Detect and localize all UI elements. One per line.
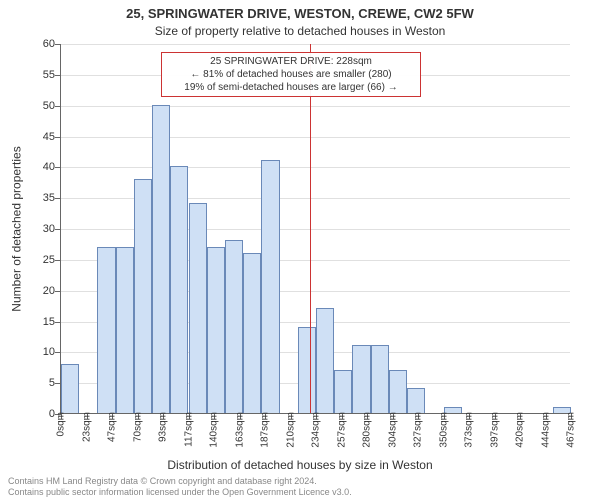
y-axis-label: Number of detached properties (10, 44, 24, 414)
x-axis-label: Distribution of detached houses by size … (0, 458, 600, 472)
histogram-bar (261, 160, 279, 413)
y-tick-label: 60 (27, 38, 55, 50)
chart-title: 25, SPRINGWATER DRIVE, WESTON, CREWE, CW… (0, 6, 600, 21)
annotation-line: 19% of semi-detached houses are larger (… (166, 81, 416, 94)
histogram-bar (225, 240, 243, 413)
y-tick (55, 291, 61, 292)
histogram-bar (61, 364, 79, 413)
histogram-bar (152, 105, 170, 413)
x-tick-label: 280sqm (362, 412, 373, 448)
gridline (61, 137, 570, 138)
annotation-box: 25 SPRINGWATER DRIVE: 228sqm← 81% of det… (161, 52, 421, 97)
x-tick-label: 70sqm (132, 412, 143, 442)
x-tick-label: 467sqm (566, 412, 577, 448)
histogram-bar (407, 388, 425, 413)
y-tick (55, 137, 61, 138)
histogram-bar (352, 345, 370, 413)
histogram-bar (134, 179, 152, 413)
histogram-bar (316, 308, 334, 413)
chart-container: 25, SPRINGWATER DRIVE, WESTON, CREWE, CW… (0, 0, 600, 500)
x-tick-label: 117sqm (183, 412, 194, 447)
y-tick (55, 352, 61, 353)
x-tick-label: 23sqm (81, 412, 92, 442)
y-tick-label: 10 (27, 346, 55, 358)
y-tick-label: 35 (27, 192, 55, 204)
gridline (61, 44, 570, 45)
x-tick-label: 397sqm (489, 412, 500, 448)
x-tick-label: 444sqm (540, 412, 551, 448)
y-tick-label: 5 (27, 377, 55, 389)
histogram-bar (116, 247, 134, 414)
x-tick-label: 257sqm (336, 412, 347, 448)
y-tick (55, 75, 61, 76)
histogram-bar (189, 203, 207, 413)
x-tick-label: 420sqm (515, 412, 526, 448)
x-tick-label: 140sqm (209, 412, 220, 448)
annotation-line: ← 81% of detached houses are smaller (28… (166, 68, 416, 81)
y-tick (55, 260, 61, 261)
x-tick-label: 163sqm (234, 412, 245, 448)
y-tick-label: 15 (27, 316, 55, 328)
y-tick-label: 50 (27, 100, 55, 112)
gridline (61, 167, 570, 168)
histogram-bar (371, 345, 389, 413)
y-tick-label: 0 (27, 408, 55, 420)
y-tick (55, 322, 61, 323)
x-tick-label: 304sqm (387, 412, 398, 448)
histogram-bar (243, 253, 261, 413)
y-tick (55, 167, 61, 168)
histogram-bar (170, 166, 188, 413)
x-tick-label: 187sqm (260, 412, 271, 448)
x-tick-label: 350sqm (438, 412, 449, 448)
marker-line (310, 44, 311, 413)
x-tick-label: 327sqm (413, 412, 424, 448)
y-tick-label: 20 (27, 285, 55, 297)
annotation-line: 25 SPRINGWATER DRIVE: 228sqm (166, 55, 416, 68)
y-tick (55, 106, 61, 107)
histogram-bar (334, 370, 352, 413)
chart-subtitle: Size of property relative to detached ho… (0, 24, 600, 38)
y-tick (55, 44, 61, 45)
x-tick-label: 93sqm (158, 412, 169, 442)
x-tick-label: 373sqm (464, 412, 475, 448)
y-tick (55, 198, 61, 199)
y-tick (55, 229, 61, 230)
gridline (61, 106, 570, 107)
y-tick-label: 40 (27, 161, 55, 173)
y-tick-label: 30 (27, 223, 55, 235)
x-tick-label: 234sqm (311, 412, 322, 448)
histogram-bar (389, 370, 407, 413)
y-tick-label: 55 (27, 69, 55, 81)
y-tick-label: 45 (27, 131, 55, 143)
x-tick-label: 47sqm (107, 412, 118, 442)
histogram-bar (207, 247, 225, 414)
x-tick-label: 0sqm (56, 412, 67, 436)
plot-area: 0510152025303540455055600sqm23sqm47sqm70… (60, 44, 570, 414)
histogram-bar (97, 247, 115, 414)
y-tick-label: 25 (27, 254, 55, 266)
x-tick-label: 210sqm (285, 412, 296, 448)
attribution-footer: Contains HM Land Registry data © Crown c… (8, 476, 352, 498)
footer-line: Contains HM Land Registry data © Crown c… (8, 476, 352, 487)
footer-line: Contains public sector information licen… (8, 487, 352, 498)
histogram-bar (298, 327, 316, 413)
